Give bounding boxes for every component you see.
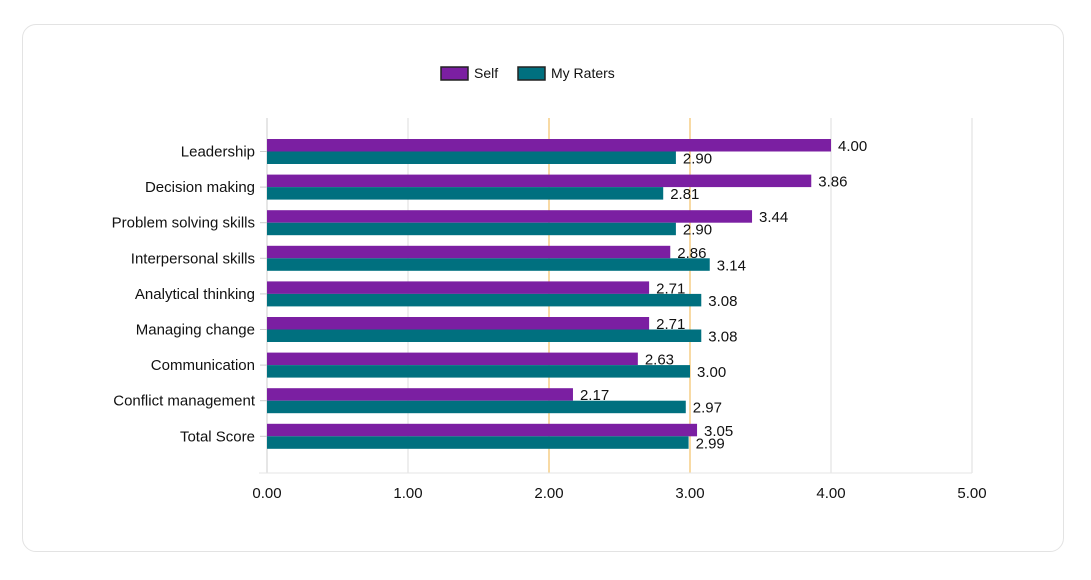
- bar-my-raters[interactable]: [267, 329, 702, 343]
- x-tick-label: 2.00: [534, 485, 563, 502]
- category-label: Problem solving skills: [112, 215, 255, 232]
- bar-my-raters[interactable]: [267, 293, 702, 307]
- bar-value-label: 2.97: [693, 400, 722, 417]
- legend-label: My Raters: [551, 65, 615, 81]
- bar-my-raters[interactable]: [267, 436, 689, 449]
- category-label: Conflict management: [113, 393, 256, 410]
- x-tick-label: 0.00: [252, 485, 281, 502]
- bar-value-label: 3.08: [708, 293, 737, 310]
- bar-value-label: 2.71: [656, 280, 685, 297]
- legend-label: Self: [474, 65, 498, 81]
- bar-value-label: 2.86: [677, 245, 706, 262]
- bar-self[interactable]: [267, 352, 638, 366]
- x-tick-label: 5.00: [957, 485, 986, 502]
- bar-my-raters[interactable]: [267, 222, 676, 236]
- bar-value-label: 3.05: [704, 423, 733, 440]
- x-tick-label: 1.00: [393, 485, 422, 502]
- bar-value-label: 3.44: [759, 209, 788, 226]
- bar-value-label: 2.63: [645, 352, 674, 369]
- bar-value-label: 2.17: [580, 387, 609, 404]
- legend-swatch[interactable]: [517, 66, 546, 81]
- bar-self[interactable]: [267, 245, 671, 259]
- bar-value-label: 2.71: [656, 316, 685, 333]
- x-tick-label: 3.00: [675, 485, 704, 502]
- category-label: Analytical thinking: [135, 286, 255, 303]
- bar-value-label: 2.90: [683, 151, 712, 168]
- bar-value-label: 2.90: [683, 222, 712, 239]
- bar-value-label: 2.99: [696, 435, 725, 452]
- bar-my-raters[interactable]: [267, 400, 686, 414]
- bar-my-raters[interactable]: [267, 187, 664, 200]
- category-label: Interpersonal skills: [131, 250, 255, 267]
- bar-value-label: 4.00: [838, 138, 867, 155]
- bar-self[interactable]: [267, 317, 650, 330]
- bar-self[interactable]: [267, 139, 831, 152]
- bar-self[interactable]: [267, 388, 573, 401]
- bar-my-raters[interactable]: [267, 258, 710, 271]
- bar-value-label: 3.86: [818, 174, 847, 191]
- category-label: Leadership: [181, 144, 255, 161]
- bar-value-label: 2.81: [670, 186, 699, 203]
- bar-self[interactable]: [267, 174, 812, 188]
- category-label: Decision making: [145, 179, 255, 196]
- bar-self[interactable]: [267, 281, 650, 294]
- bar-self[interactable]: [267, 423, 698, 437]
- x-tick-label: 4.00: [816, 485, 845, 502]
- bar-my-raters[interactable]: [267, 365, 690, 378]
- category-label: Total Score: [180, 428, 255, 445]
- bar-my-raters[interactable]: [267, 151, 676, 165]
- bar-value-label: 3.14: [717, 257, 746, 274]
- category-label: Managing change: [136, 322, 255, 339]
- category-label: Communication: [151, 357, 255, 374]
- legend-swatch[interactable]: [440, 66, 469, 81]
- bar-self[interactable]: [267, 210, 753, 223]
- bar-value-label: 3.00: [697, 364, 726, 381]
- bar-value-label: 3.08: [708, 329, 737, 346]
